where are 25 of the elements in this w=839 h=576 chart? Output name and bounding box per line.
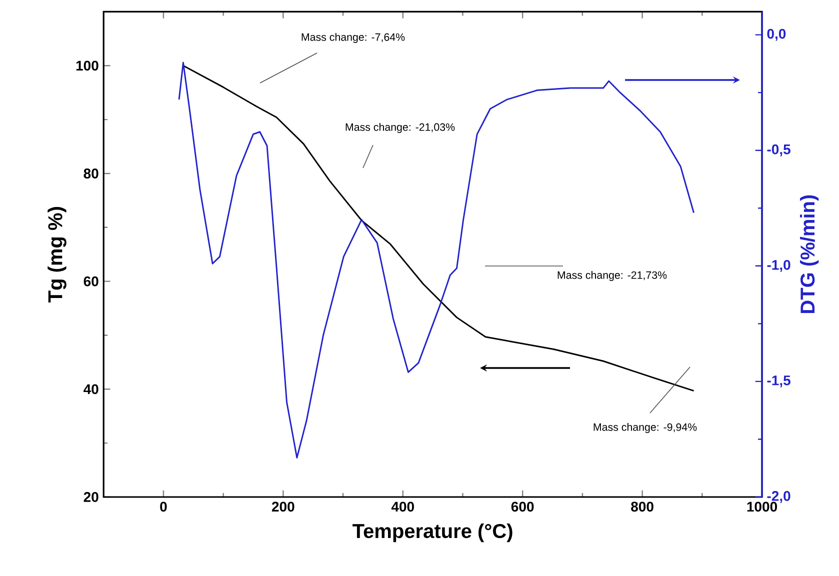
- y2-tick-label: -1,0: [767, 260, 790, 272]
- annotation: Mass change: -7,64%: [302, 33, 405, 43]
- y-tick-label: 20: [84, 492, 98, 502]
- y-tick-label: 80: [84, 168, 98, 178]
- y-tick-label: 40: [84, 384, 98, 394]
- y2-tick-label: -2,0: [767, 491, 790, 503]
- annotation: Mass change: -21,03%: [346, 123, 455, 133]
- x-tick-label: 200: [272, 502, 294, 512]
- x-tick-label: 400: [391, 502, 414, 512]
- x-tick-label: 800: [631, 502, 654, 512]
- x-tick-label: 0: [160, 502, 167, 512]
- y-axis-title: Tg (mg %): [48, 207, 66, 302]
- y-tick-label: 60: [84, 276, 98, 286]
- y-tick-label: 100: [76, 60, 98, 71]
- y2-tick-label: 0,0: [767, 28, 786, 41]
- line-series: [178, 62, 695, 458]
- annotation: Mass change: -9,94%: [594, 423, 697, 433]
- x-tick-label: 600: [511, 502, 534, 512]
- y2-tick-label: -1,5: [767, 376, 790, 388]
- y2-tick-label: -0,5: [767, 144, 790, 156]
- annotation: Mass change: -21,73%: [558, 271, 667, 281]
- x-axis-title: Temperature (°C): [352, 523, 512, 542]
- y2-axis-title: DTG (%/min): [800, 195, 819, 314]
- x-tick-label: 1000: [747, 502, 777, 512]
- line-series: [182, 64, 695, 392]
